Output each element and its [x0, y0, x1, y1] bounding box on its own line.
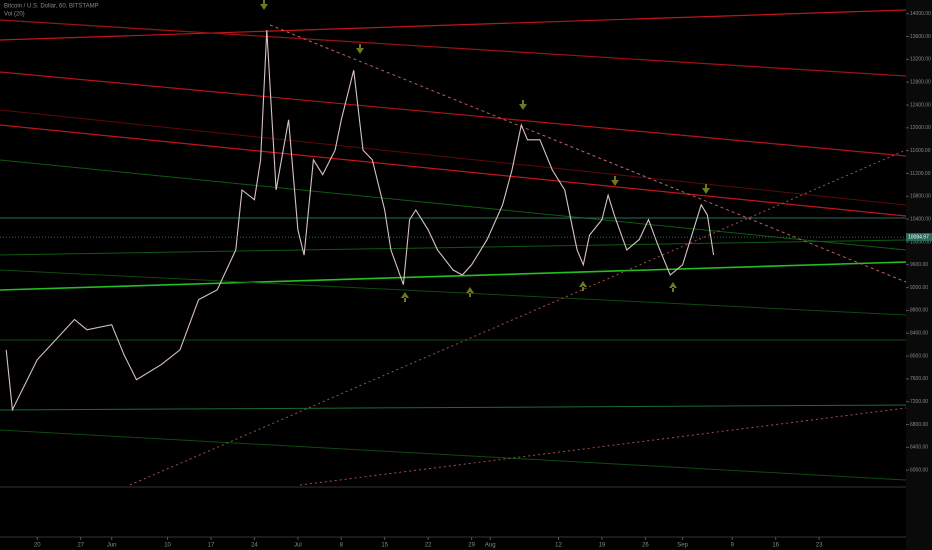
- trendline: [0, 109, 907, 206]
- price-axis: [906, 0, 932, 550]
- x-tick-label: 23: [816, 543, 823, 549]
- trendline: [0, 429, 907, 481]
- x-tick-label: 9: [731, 543, 735, 549]
- trendline: [129, 149, 907, 486]
- y-tick-label: 6400.00: [910, 445, 928, 451]
- x-tick-label: 22: [425, 543, 432, 549]
- trendline: [0, 124, 907, 217]
- arrow-down: [260, 0, 268, 10]
- x-tick-label: Jun: [107, 543, 117, 549]
- trendline: [0, 9, 907, 41]
- last-price-box: [906, 233, 932, 242]
- y-tick-label: 10000.00: [910, 239, 931, 245]
- chart-title: Bitcoin / U.S. Dollar, 60, BITSTAMP: [4, 4, 99, 10]
- trendline: [0, 239, 907, 256]
- y-tick-label: 6800.00: [910, 422, 928, 428]
- y-tick-label: 9200.00: [910, 285, 928, 291]
- y-tick-label: 8400.00: [910, 331, 928, 337]
- indicator-label: Vol (20): [4, 12, 25, 18]
- x-tick-label: 26: [642, 543, 649, 549]
- last-price-label: 10084.97: [908, 234, 929, 240]
- x-tick-label: 19: [599, 543, 606, 549]
- y-tick-label: 13600.00: [910, 34, 931, 40]
- y-tick-label: 10800.00: [910, 194, 931, 200]
- trendline: [0, 269, 907, 316]
- y-tick-label: 12400.00: [910, 102, 931, 108]
- y-tick-label: 6000.00: [910, 467, 928, 473]
- y-tick-label: 12000.00: [910, 125, 931, 131]
- arrow-down: [519, 100, 527, 110]
- x-tick-label: 8: [340, 543, 344, 549]
- arrow-down: [356, 44, 364, 54]
- y-tick-label: 9600.00: [910, 262, 928, 268]
- trendline: [0, 159, 907, 251]
- arrow-up: [579, 281, 587, 291]
- trendline: [0, 404, 907, 411]
- trendline: [269, 24, 907, 283]
- x-tick-label: 29: [468, 543, 475, 549]
- x-tick-label: Sep: [677, 543, 688, 549]
- y-tick-label: 11600.00: [910, 148, 931, 154]
- y-tick-label: 7600.00: [910, 376, 928, 382]
- arrow-down: [702, 184, 710, 194]
- y-tick-label: 13200.00: [910, 57, 931, 63]
- price-line: [5, 30, 715, 412]
- y-tick-label: 11200.00: [910, 171, 931, 177]
- x-tick-label: 24: [251, 543, 258, 549]
- arrows: [260, 0, 710, 302]
- trendline: [0, 261, 907, 291]
- x-tick-label: 15: [381, 543, 388, 549]
- x-tick-label: 12: [555, 543, 562, 549]
- trendlines: [0, 9, 907, 486]
- x-tick-label: 27: [77, 543, 84, 549]
- trendline: [299, 407, 907, 486]
- trendline: [0, 71, 907, 157]
- x-tick-label: 20: [34, 543, 41, 549]
- arrow-up: [669, 282, 677, 292]
- arrow-up: [466, 287, 474, 297]
- y-tick-label: 10400.00: [910, 216, 931, 222]
- x-tick-label: Aug: [485, 543, 496, 549]
- y-tick-label: 8800.00: [910, 308, 928, 314]
- trendline: [0, 19, 907, 77]
- x-tick-label: 17: [208, 543, 215, 549]
- y-tick-label: 12800.00: [910, 79, 931, 85]
- y-tick-label: 8000.00: [910, 353, 928, 359]
- x-tick-label: Jul: [294, 543, 302, 549]
- arrow-up: [401, 292, 409, 302]
- x-tick-label: 16: [772, 543, 779, 549]
- y-tick-label: 14000.00: [910, 11, 931, 17]
- arrow-down: [611, 176, 619, 186]
- x-tick-label: 10: [164, 543, 171, 549]
- y-tick-label: 7200.00: [910, 399, 928, 405]
